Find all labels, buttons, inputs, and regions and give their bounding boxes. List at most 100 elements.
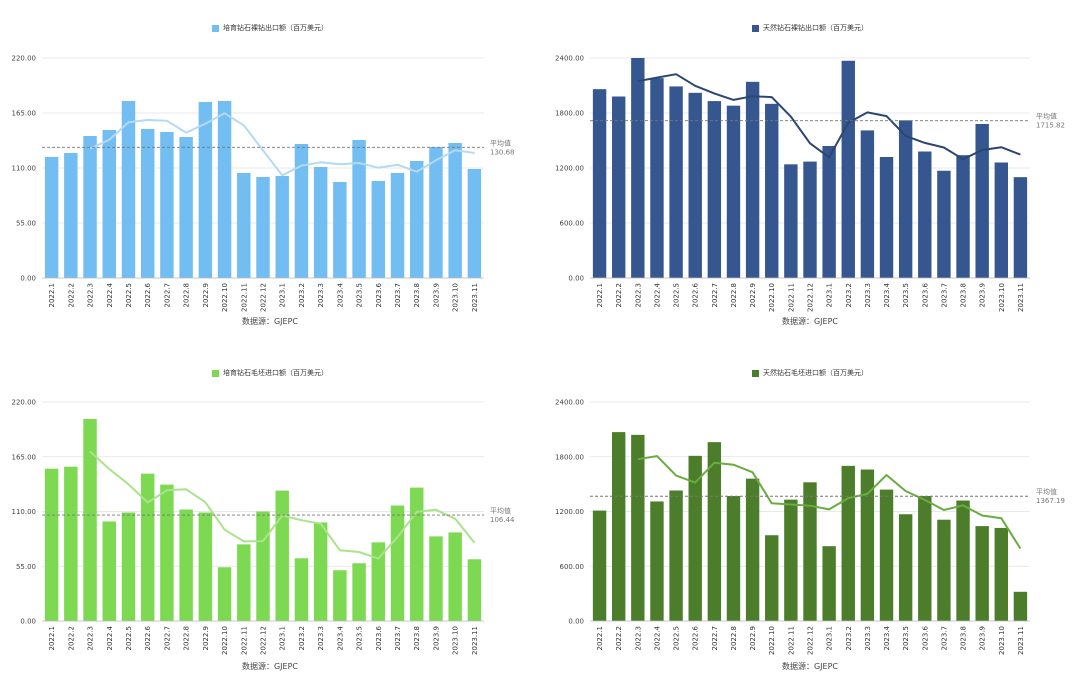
bar [313,167,328,278]
legend-swatch [212,369,219,377]
bar [707,442,722,621]
bar [898,514,913,621]
x-tick-label: 2022.10 [221,626,229,655]
bar [198,102,213,278]
x-tick-label: 2023.10 [452,626,460,655]
bar [631,58,645,278]
x-tick-label: 2023.2 [298,283,306,308]
y-tick-label: 220.00 [12,399,37,407]
bar [410,161,424,278]
average-value: 1367.19 [1036,497,1065,505]
bar [937,519,951,621]
x-tick-label: 2023.2 [298,626,306,651]
x-tick-label: 2022.8 [730,626,738,651]
x-tick-label: 2023.1 [826,626,834,651]
x-tick-label: 2022.1 [596,626,604,651]
bar [765,103,779,278]
bar [390,173,405,278]
y-tick-label: 1200.00 [555,165,584,173]
x-tick-label: 2022.1 [48,283,56,308]
y-tick-label: 1800.00 [555,453,584,461]
y-tick-label: 110.00 [12,165,37,173]
x-tick-label: 2023.6 [921,282,929,307]
x-tick-label: 2022.11 [787,626,795,655]
bar [841,465,855,621]
x-tick-label: 2022.11 [787,283,795,312]
x-tick-label: 2022.12 [260,626,268,655]
x-tick-label: 2022.4 [106,282,114,307]
y-tick-label: 1200.00 [555,508,584,516]
x-tick-label: 2022.5 [673,626,681,651]
bar [448,143,462,278]
chart-plot: 0.00 55.00 110.00 165.00 220.00 2022.1 2022.2 2… [12,399,516,655]
bar [64,153,78,278]
bar [102,130,116,278]
x-tick-label: 2022.6 [144,625,152,650]
bar [745,478,760,621]
x-tick-label: 2022.7 [711,626,719,651]
bar [612,432,626,621]
x-tick-label: 2022.12 [807,283,815,312]
x-tick-label: 2022.9 [749,626,757,651]
bar [160,484,174,621]
bar [956,155,970,278]
chart-legend: 培育钻石裸钻出口额（百万美元） [0,23,540,33]
average-label: 平均值 [1036,487,1057,496]
average-value: 106.44 [490,516,515,524]
x-tick-label: 2022.7 [711,283,719,308]
y-tick-label: 220.00 [12,55,37,63]
chart-panel-natural-rough-imports: 天然钻石毛坯进口额（百万美元） 0.00 600.00 1200.00 1800.00… [540,345,1080,691]
bar [918,495,932,621]
chart-plot: 0.00 600.00 1200.00 1800.00 2400.00 2022.1 202… [555,55,1065,312]
bar [803,482,817,621]
y-tick-label: 2400.00 [555,399,584,407]
x-tick-label: 2023.11 [1017,283,1025,312]
bar [860,469,875,621]
average-label: 平均值 [490,138,511,147]
y-tick-label: 55.00 [16,220,36,228]
bar [294,144,309,278]
legend-swatch [212,24,219,32]
chart-plot: 0.00 55.00 110.00 165.00 220.00 2022.1 2022.2 2… [12,55,515,312]
x-tick-label: 2022.8 [183,626,191,651]
x-tick-label: 2023.1 [279,626,287,651]
x-tick-label: 2023.2 [845,626,853,651]
bar [237,173,251,278]
x-tick-label: 2023.9 [432,283,440,308]
chart-legend: 天然钻石裸钻出口额（百万美元） [540,23,1080,33]
x-tick-label: 2022.11 [240,626,248,655]
bar [102,521,116,621]
y-tick-label: 0.00 [20,275,36,283]
average-value: 130.68 [490,148,515,156]
bar [688,455,702,621]
bar [256,511,270,621]
bar [333,570,347,621]
bar [1013,591,1028,621]
x-tick-label: 2023.11 [471,283,479,312]
x-tick-label: 2022.3 [87,283,95,308]
bar [83,136,97,278]
x-tick-label: 2022.3 [634,283,642,308]
bar [669,490,683,621]
bar [994,162,1008,278]
x-tick-label: 2023.7 [394,626,402,651]
x-tick-label: 2023.3 [864,626,872,651]
bar [429,147,443,278]
bar [410,487,424,621]
x-tick-label: 2022.2 [615,626,623,651]
y-tick-label: 0.00 [568,275,584,283]
bar [313,522,328,621]
bar [44,468,59,621]
bar [956,500,970,621]
x-tick-label: 2022.10 [768,626,776,655]
x-tick-label: 2022.8 [183,283,191,308]
bar [860,130,875,278]
bar [631,434,645,621]
bar [160,132,174,278]
x-tick-label: 2023.6 [375,282,383,307]
x-tick-label: 2022.8 [730,283,738,308]
legend-label: 培育钻石裸钻出口额（百万美元） [223,24,328,32]
bar [937,170,951,278]
bar [333,182,347,278]
x-tick-label: 2023.3 [864,283,872,308]
